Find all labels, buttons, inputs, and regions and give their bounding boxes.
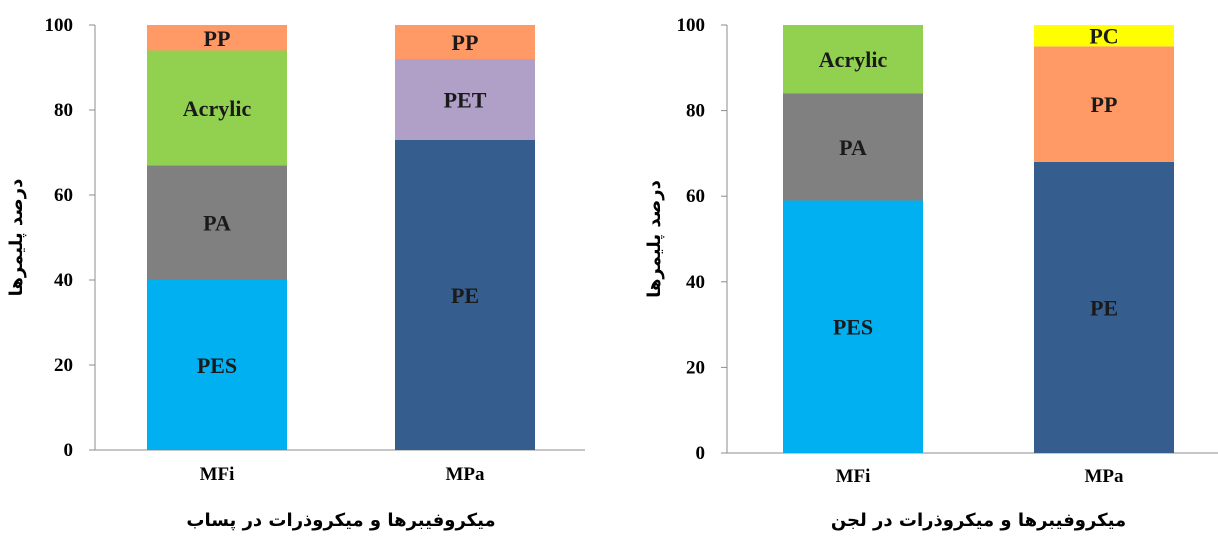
bar-segment-pes xyxy=(783,200,923,453)
chart-sludge: 0 20 40 60 80 100 PES PA Acrylic MFi PE PP PC MPa میکر… xyxy=(644,15,1218,531)
y-tick-label: 80 xyxy=(54,100,73,121)
y-tick-label: 100 xyxy=(677,15,706,36)
bar-segment-pe xyxy=(1034,161,1174,453)
y-tick-label: 60 xyxy=(686,186,705,207)
segment-label: PET xyxy=(444,87,487,112)
segment-label: PA xyxy=(839,135,867,160)
segment-label: PP xyxy=(452,30,479,55)
y-tick-label: 0 xyxy=(696,443,706,464)
y-tick-label: 40 xyxy=(54,270,73,291)
segment-label: PES xyxy=(197,353,237,378)
x-category-label: MPa xyxy=(445,464,485,485)
segment-label: PE xyxy=(451,283,479,308)
bar-segment-acrylic xyxy=(783,25,923,94)
segment-label: Acrylic xyxy=(819,47,888,72)
segment-label: PP xyxy=(1091,92,1118,117)
x-axis-title: میکروفیبرها و میکروذرات در پساب xyxy=(186,510,495,531)
y-tick-label: 100 xyxy=(45,15,74,36)
segment-label: PC xyxy=(1089,24,1118,49)
bar-segment-pet xyxy=(395,59,535,140)
bar-segment-pes xyxy=(147,280,287,450)
x-category-label: MFi xyxy=(836,466,871,487)
x-category-label: MPa xyxy=(1084,466,1124,487)
y-tick-label: 80 xyxy=(686,101,705,122)
y-axis-title: درصد پلیمرها xyxy=(644,180,665,298)
bar-segment-pe xyxy=(395,139,535,450)
chart-wastewater: 0 20 40 60 80 100 PES PA Acrylic PP MFi PE PET PP MPa م… xyxy=(6,15,585,531)
segment-label: PE xyxy=(1090,295,1118,320)
bar-segment-pp xyxy=(147,25,287,51)
bar-segment-pa xyxy=(783,93,923,201)
segment-label: PA xyxy=(203,211,231,236)
y-tick-label: 40 xyxy=(686,272,705,293)
segment-label: Acrylic xyxy=(183,96,252,121)
bar-segment-pa xyxy=(147,165,287,280)
y-tick-label: 0 xyxy=(64,440,74,461)
bar-segment-acrylic xyxy=(147,50,287,166)
y-tick-label: 20 xyxy=(686,357,705,378)
y-tick-label: 60 xyxy=(54,185,73,206)
bar-segment-pp xyxy=(1034,46,1174,162)
bar-segment-pp xyxy=(395,25,535,59)
x-category-label: MFi xyxy=(200,464,235,485)
segment-label: PES xyxy=(833,315,873,340)
x-axis-title: میکروفیبرها و میکروذرات در لجن xyxy=(831,510,1126,531)
bar-segment-pc xyxy=(1034,25,1174,47)
y-axis-title: درصد پلیمرها xyxy=(6,179,27,297)
segment-label: PP xyxy=(204,26,231,51)
y-tick-label: 20 xyxy=(54,355,73,376)
